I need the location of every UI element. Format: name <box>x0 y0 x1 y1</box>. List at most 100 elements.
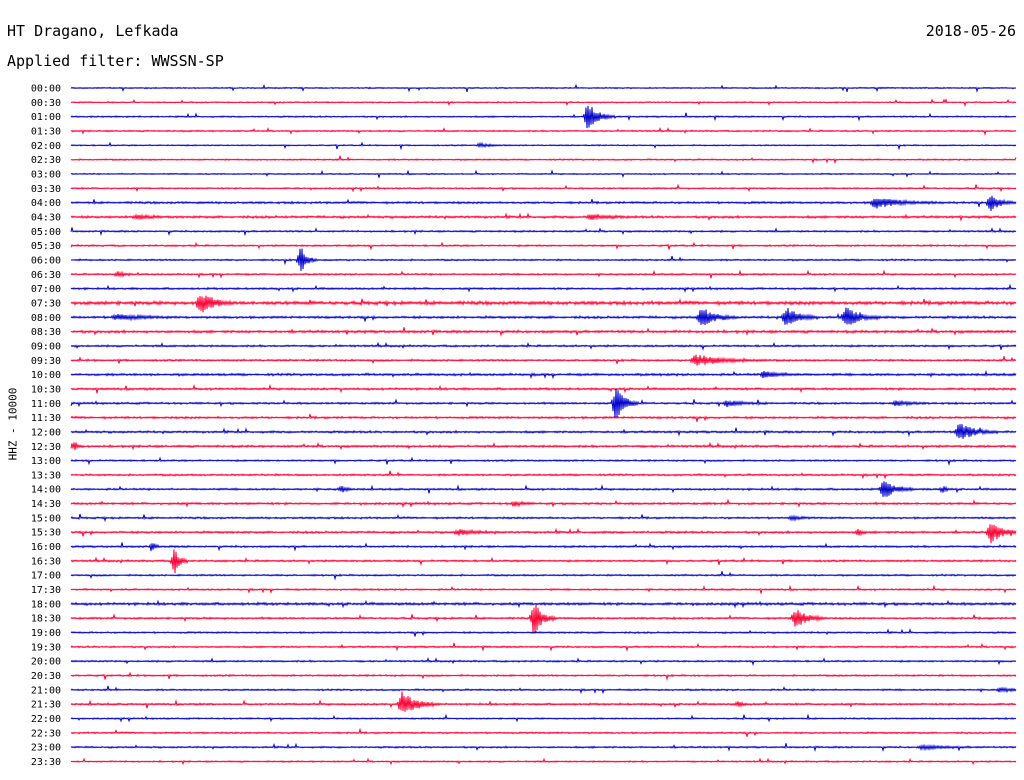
row-label: 02:00 <box>31 141 61 152</box>
row-label: 02:30 <box>31 155 61 166</box>
row-label: 23:00 <box>31 743 61 754</box>
row-label: 18:00 <box>31 599 61 610</box>
row-label: 06:30 <box>31 270 61 281</box>
row-label: 22:00 <box>31 714 61 725</box>
trace-row <box>70 327 1017 337</box>
row-label: 09:30 <box>31 356 61 367</box>
trace-row <box>70 513 1017 523</box>
trace-row <box>70 341 1017 351</box>
row-label: 08:30 <box>31 327 61 338</box>
row-label: 17:30 <box>31 585 61 596</box>
trace-row <box>70 141 1017 151</box>
trace-row <box>70 283 1017 293</box>
trace-row <box>70 498 1017 509</box>
row-label: 11:30 <box>31 413 61 424</box>
trace-row <box>70 584 1017 595</box>
trace-row <box>70 742 1017 753</box>
trace-row <box>70 83 1017 94</box>
trace-row <box>70 212 1017 222</box>
row-label: 10:00 <box>31 370 61 381</box>
row-label: 23:30 <box>31 757 61 768</box>
row-label: 21:30 <box>31 700 61 711</box>
trace-row <box>70 241 1017 251</box>
row-label: 17:00 <box>31 571 61 582</box>
row-label: 04:00 <box>31 198 61 209</box>
trace-row <box>70 470 1017 480</box>
trace-row <box>70 691 1017 712</box>
row-label: 14:00 <box>31 485 61 496</box>
trace-row <box>70 727 1017 737</box>
row-label: 21:00 <box>31 685 61 696</box>
trace-row <box>70 671 1017 681</box>
row-label: 14:30 <box>31 499 61 510</box>
trace-row <box>70 227 1017 237</box>
row-label: 03:30 <box>31 184 61 195</box>
row-label: 00:00 <box>31 84 61 95</box>
trace-row <box>70 388 1017 419</box>
trace-row <box>70 424 1017 439</box>
row-label: 20:30 <box>31 671 61 682</box>
trace-row <box>70 105 1017 129</box>
row-label: 10:30 <box>31 384 61 395</box>
row-label: 19:30 <box>31 642 61 653</box>
trace-row <box>70 169 1017 178</box>
row-label: 04:30 <box>31 212 61 223</box>
trace-row <box>70 126 1017 136</box>
row-label: 05:00 <box>31 227 61 238</box>
row-label: 07:00 <box>31 284 61 295</box>
trace-row <box>70 456 1017 466</box>
trace-row <box>70 599 1017 609</box>
trace-row <box>70 369 1017 380</box>
row-labels: 00:00 00:30 01:00 01:30 02:00 02:30 03:00 03:30… <box>31 84 61 769</box>
trace-row <box>70 657 1017 667</box>
trace-row <box>70 642 1017 652</box>
trace-row <box>70 549 1017 574</box>
row-label: 22:30 <box>31 728 61 739</box>
trace-row <box>70 155 1017 165</box>
trace-row <box>70 713 1017 723</box>
trace-row <box>70 383 1017 394</box>
trace-row <box>70 195 1017 211</box>
trace-row <box>70 542 1017 552</box>
trace-row <box>70 307 1017 326</box>
row-label: 12:00 <box>31 427 61 438</box>
row-label: 13:30 <box>31 470 61 481</box>
row-label: 07:30 <box>31 298 61 309</box>
row-label: 06:00 <box>31 255 61 266</box>
row-label: 12:30 <box>31 442 61 453</box>
trace-row <box>70 524 1017 544</box>
row-label: 18:30 <box>31 614 61 625</box>
row-label: 01:30 <box>31 126 61 137</box>
trace-row <box>70 295 1017 313</box>
trace-row <box>70 183 1017 193</box>
trace-row <box>70 481 1017 497</box>
trace-row <box>70 757 1017 766</box>
trace-row <box>70 628 1017 637</box>
row-label: 15:30 <box>31 528 61 539</box>
row-label: 13:00 <box>31 456 61 467</box>
row-label: 01:00 <box>31 112 61 123</box>
trace-row <box>70 248 1017 271</box>
traces <box>70 83 1017 766</box>
row-label: 16:00 <box>31 542 61 553</box>
trace-row <box>70 98 1017 108</box>
trace-row <box>70 571 1017 581</box>
trace-row <box>70 269 1017 279</box>
trace-row <box>70 441 1017 451</box>
row-label: 05:30 <box>31 241 61 252</box>
trace-row <box>70 354 1017 366</box>
row-label: 00:30 <box>31 98 61 109</box>
row-label: 16:30 <box>31 556 61 567</box>
trace-row <box>70 685 1017 695</box>
row-label: 11:00 <box>31 399 61 410</box>
trace-row <box>70 604 1017 634</box>
row-label: 09:00 <box>31 341 61 352</box>
row-label: 03:00 <box>31 169 61 180</box>
row-label: 19:00 <box>31 628 61 639</box>
row-label: 08:00 <box>31 313 61 324</box>
station-title: HT Dragano, Lefkada <box>7 22 179 40</box>
filter-label: Applied filter: WWSSN-SP <box>7 52 224 70</box>
date-label: 2018-05-26 <box>925 22 1016 40</box>
row-label: 20:00 <box>31 657 61 668</box>
